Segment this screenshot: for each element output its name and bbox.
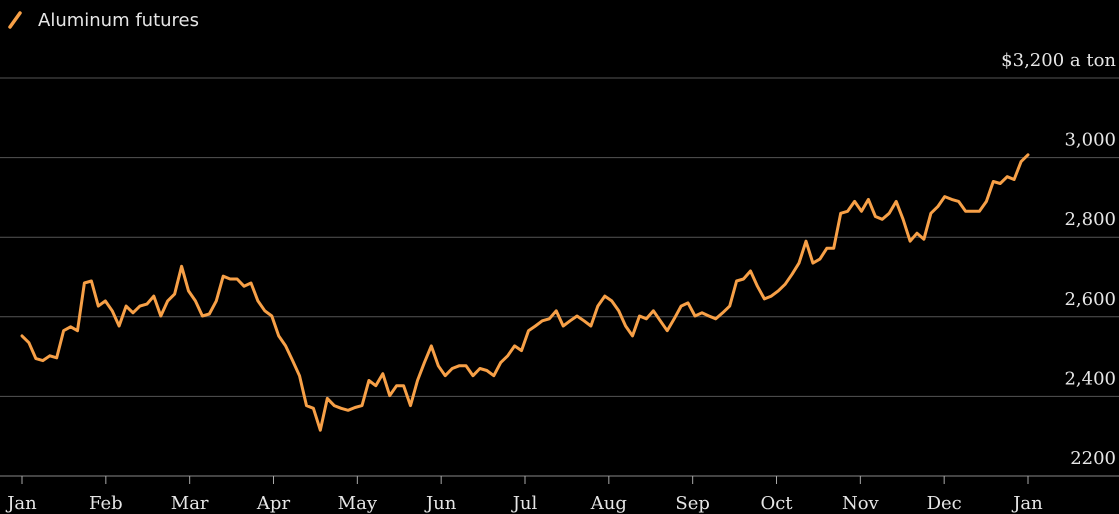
x-tick-label: Dec	[927, 493, 962, 514]
x-tick-label: Aug	[590, 493, 627, 514]
x-tick-label: Jan	[1011, 493, 1043, 514]
x-tick-label: Nov	[842, 493, 880, 514]
x-tick-label: Jun	[424, 493, 457, 514]
y-tick-label: 2,400	[1064, 368, 1116, 389]
x-tick-label: Jul	[511, 493, 538, 514]
y-tick-label: 2,800	[1064, 209, 1116, 230]
x-tick-label: Jan	[5, 493, 37, 514]
y-tick-label: 2200	[1070, 448, 1116, 469]
x-tick-label: Oct	[760, 493, 793, 514]
x-tick-label: Apr	[256, 493, 291, 514]
legend-label: Aluminum futures	[38, 10, 199, 31]
legend-swatch	[8, 11, 22, 29]
data-line	[20, 153, 1030, 432]
x-tick-label: Sep	[675, 493, 710, 514]
x-tick-label: Mar	[171, 493, 209, 514]
x-tick-label: Feb	[89, 493, 123, 514]
y-tick-label: 2,600	[1064, 289, 1116, 310]
x-tick-label: May	[338, 493, 378, 514]
y-tick-label: 3,000	[1064, 130, 1116, 151]
y-tick-label: $3,200 a ton	[1001, 50, 1116, 71]
